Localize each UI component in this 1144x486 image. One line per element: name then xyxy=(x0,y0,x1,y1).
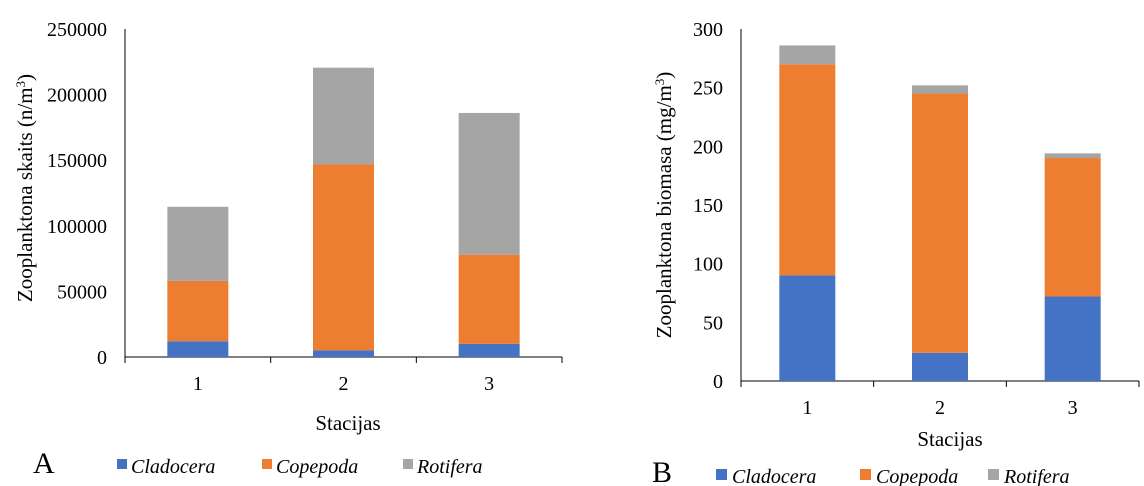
chart-a-legend: Cladocera Copepoda Rotifera xyxy=(117,456,483,478)
bar-copepoda-station-3 xyxy=(458,254,520,344)
chart-b: Zooplanktona biomasa (mg/m3) 05010015020… xyxy=(652,19,1140,486)
chart-b-legend-swatch-copepoda xyxy=(860,469,871,480)
y-tick-label: 200 xyxy=(693,136,723,158)
chart-b-legend-label-rotifera: Rotifera xyxy=(1003,466,1070,486)
chart-b-x-ticks: 1 2 3 xyxy=(740,381,1140,419)
y-tick-label: 300 xyxy=(693,19,723,41)
bar-cladocera-station-2 xyxy=(313,350,374,357)
bar-cladocera-station-1 xyxy=(779,275,836,381)
bar-rotifera-station-1 xyxy=(167,206,229,281)
chart-b-legend-swatch-rotifera xyxy=(988,469,999,480)
y-tick-label: 150000 xyxy=(47,150,107,172)
bar-copepoda-station-3 xyxy=(1044,158,1101,297)
chart-a-legend-label-copepoda: Copepoda xyxy=(276,456,358,478)
chart-b-legend-label-copepoda: Copepoda xyxy=(876,466,958,486)
chart-b-legend-label-cladocera: Cladocera xyxy=(732,466,816,486)
bar-rotifera-station-3 xyxy=(458,112,520,255)
chart-b-x-axis-title: Stacijas xyxy=(917,427,982,451)
bar-cladocera-station-3 xyxy=(458,343,520,357)
y-tick-label: 250 xyxy=(693,78,723,100)
bar-cladocera-station-3 xyxy=(1044,296,1101,381)
chart-a-x-axis-title: Stacijas xyxy=(315,411,380,435)
chart-a-legend-swatch-copepoda xyxy=(262,459,272,469)
bar-rotifera-station-2 xyxy=(912,85,968,94)
chart-b-y-axis-title: Zooplanktona biomasa (mg/m3) xyxy=(652,72,677,339)
chart-a: Zooplanktona skaits (n/m3) 0 50000 100000 1… xyxy=(13,19,563,480)
chart-a-bars xyxy=(167,67,520,357)
x-tick-label: 2 xyxy=(339,373,349,395)
bar-rotifera-station-2 xyxy=(313,67,374,165)
y-tick-label: 100 xyxy=(693,254,723,276)
chart-b-panel-label: B xyxy=(652,456,672,486)
y-tick-label: 100000 xyxy=(47,216,107,238)
chart-a-y-ticks: 0 50000 100000 150000 200000 250000 xyxy=(47,19,107,369)
y-tick-label: 200000 xyxy=(47,85,107,107)
x-tick-label: 3 xyxy=(484,373,494,395)
chart-a-x-ticks: 1 2 3 xyxy=(124,357,563,395)
bar-copepoda-station-2 xyxy=(313,164,374,351)
y-tick-label: 50 xyxy=(703,312,723,334)
bar-cladocera-station-2 xyxy=(912,352,968,381)
y-tick-label: 150 xyxy=(693,195,723,217)
bar-copepoda-station-2 xyxy=(912,93,968,353)
chart-a-y-axis-title: Zooplanktona skaits (n/m3) xyxy=(13,74,38,302)
x-tick-label: 1 xyxy=(802,397,812,419)
bar-rotifera-station-3 xyxy=(1044,153,1101,159)
chart-b-y-ticks: 0 50 100 150 200 250 300 xyxy=(693,19,723,393)
x-tick-label: 3 xyxy=(1068,397,1078,419)
y-tick-label: 50000 xyxy=(57,281,107,303)
y-tick-label: 0 xyxy=(97,347,107,369)
bar-cladocera-station-1 xyxy=(167,341,229,357)
bar-copepoda-station-1 xyxy=(167,280,229,342)
chart-a-legend-label-rotifera: Rotifera xyxy=(416,456,483,478)
x-tick-label: 1 xyxy=(193,373,203,395)
chart-a-legend-swatch-rotifera xyxy=(403,459,413,469)
x-tick-label: 2 xyxy=(935,397,945,419)
y-tick-label: 250000 xyxy=(47,19,107,41)
chart-a-panel-label: A xyxy=(33,447,55,480)
bar-rotifera-station-1 xyxy=(779,45,836,65)
bar-copepoda-station-1 xyxy=(779,64,836,276)
chart-b-bars xyxy=(779,45,1101,381)
chart-a-legend-swatch-cladocera xyxy=(117,459,127,469)
chart-b-legend-swatch-cladocera xyxy=(716,469,727,480)
chart-b-legend: Cladocera Copepoda Rotifera xyxy=(716,466,1070,486)
y-tick-label: 0 xyxy=(713,371,723,393)
chart-a-legend-label-cladocera: Cladocera xyxy=(131,456,215,478)
